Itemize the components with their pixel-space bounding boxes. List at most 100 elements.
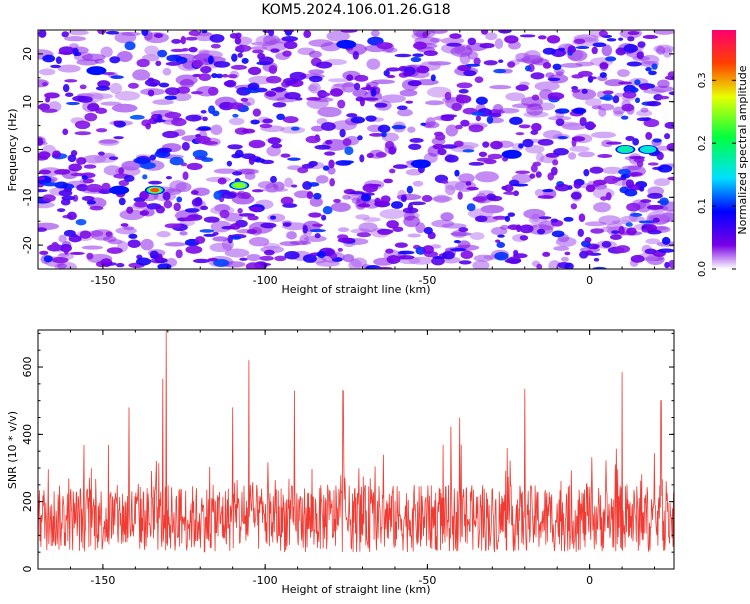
heatmap-cell [386,220,400,229]
heatmap-texture [119,209,145,221]
heatmap-cell [337,99,346,109]
heatmap-cell [507,212,516,217]
heatmap-cell [68,163,83,172]
heatmap-cell [45,96,51,103]
heatmap-texture [534,81,560,92]
heatmap-cell [644,248,657,255]
heatmap-cell [127,82,139,89]
heatmap-cell [453,140,464,147]
heatmap-cell [450,248,467,252]
heatmap-cell [536,228,546,235]
heatmap-cell [162,191,171,201]
heatmap-cell [632,138,640,146]
heatmap-cell [645,132,653,140]
heatmap-cell [97,30,107,35]
heatmap-cell [598,30,608,37]
heatmap-cell [280,196,294,205]
heatmap-texture [636,200,652,213]
heatmap-cell [563,216,574,222]
heatmap-texture [407,126,416,133]
heatmap-texture [362,217,381,222]
colorbar-ticks: 0.0 0.1 0.2 0.3 [697,72,736,277]
snr-y-ticks: 0 200 400 600 [21,332,674,573]
heatmap-cell [497,234,505,238]
heatmap-texture [330,202,351,212]
y-tick-label: -20 [21,236,34,254]
heatmap-cell [86,252,94,260]
heatmap-cell [435,133,446,141]
heatmap-texture [445,124,459,137]
heatmap-texture [114,91,141,101]
heatmap-cell [374,197,381,205]
heatmap-texture [500,224,510,230]
heatmap-cell [155,205,166,214]
heatmap-cell [567,185,573,190]
heatmap-cell [328,159,335,169]
heatmap-cell [592,183,601,187]
heatmap-cell [241,57,249,64]
heatmap-cell [248,139,266,149]
heatmap-cell [571,74,584,79]
heatmap-cell [186,162,203,171]
heatmap-cell [108,156,119,161]
heatmap-cell [38,137,44,146]
heatmap-cell [530,129,539,136]
heatmap-texture [164,242,187,247]
heatmap-texture [397,108,413,117]
heatmap-texture [337,227,350,233]
heatmap-cell [599,72,607,78]
heatmap-texture [132,69,151,81]
heatmap-cell [412,53,424,58]
heatmap-cell [248,156,255,165]
heatmap-cell [573,181,582,189]
heatmap-cell [61,31,69,38]
heatmap-cell [158,82,170,88]
heatmap-cell [230,235,242,240]
heatmap-cell [175,249,183,259]
heatmap-cell [496,241,506,249]
y-tick-label: 10 [21,95,34,109]
x-tick-label: -150 [90,274,115,287]
heatmap-cell [579,116,587,126]
heatmap-cell [466,186,479,191]
heatmap-cell [466,203,476,212]
heatmap-cell [478,151,488,157]
heatmap-cell [247,66,262,76]
heatmap-cell [240,192,251,200]
heatmap-cell [72,194,79,202]
heatmap-texture [39,68,56,76]
heatmap-cell [666,142,674,152]
heatmap-cell [283,30,294,33]
heatmap-cell [210,43,221,49]
heatmap-cell [471,111,484,116]
x-tick-label: 0 [586,574,593,587]
heatmap-cell [284,251,300,260]
heatmap-cell [513,249,519,256]
heatmap-cell [503,184,514,193]
heatmap-cell [52,150,61,159]
heatmap-cell [377,230,392,236]
heatmap-cell [262,118,273,124]
heatmap-cell [375,266,393,269]
heatmap-cell [194,135,211,144]
heatmap-texture [485,32,498,41]
heatmap-cell [142,174,148,180]
heatmap-cell [118,180,130,187]
colorbar-tick-label: 0.1 [697,198,708,214]
heatmap-cell [229,33,239,39]
heatmap-cell [552,159,559,166]
heatmap-cell [136,58,150,68]
heatmap-cell [386,74,396,79]
heatmap-texture [440,37,465,45]
figure-title: KOM5.2024.106.01.26.G18 [261,2,450,18]
heatmap-cell [385,248,394,254]
heatmap-cell [420,122,427,126]
heatmap-cell [592,266,607,269]
heatmap-cell [202,116,208,122]
heatmap-cell [422,245,434,255]
heatmap-cell [519,224,534,234]
heatmap-cell [605,141,622,145]
heatmap-cell [516,224,522,233]
heatmap-cell [245,88,261,94]
